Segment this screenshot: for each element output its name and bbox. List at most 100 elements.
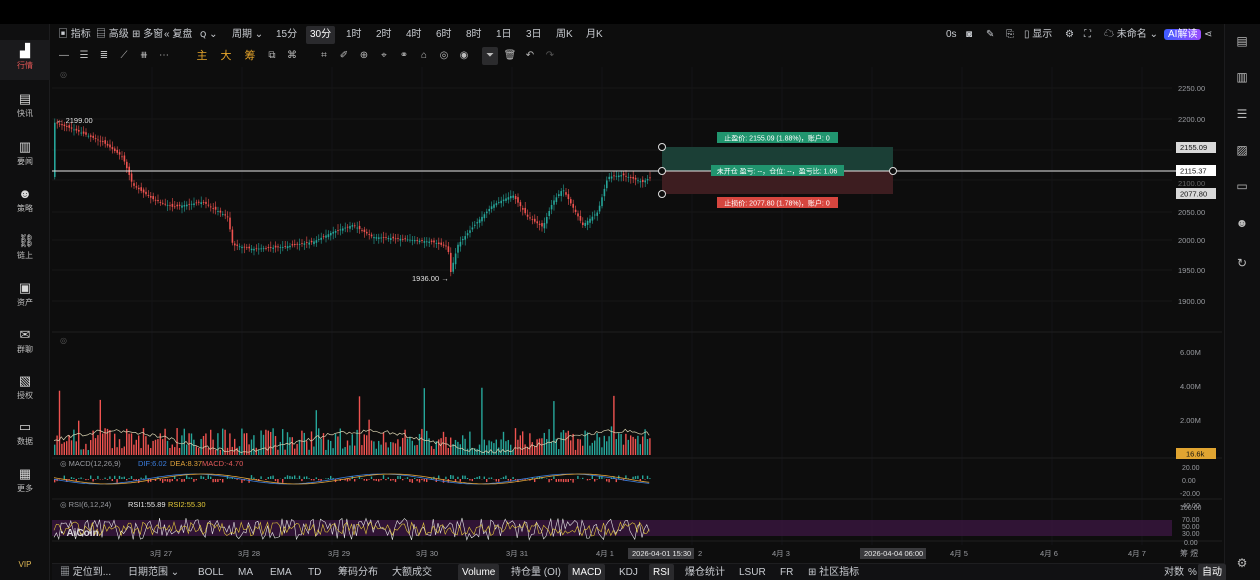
channel-icon[interactable]: ≣: [99, 50, 109, 61]
orderbook-icon[interactable]: ▥: [1236, 70, 1248, 84]
indicator-ma[interactable]: MA: [238, 567, 253, 578]
indicator-boll[interactable]: BOLL: [198, 567, 224, 578]
edit-icon[interactable]: ✎: [986, 29, 995, 40]
redo-icon[interactable]: ↷: [545, 50, 555, 61]
eye-icon[interactable]: ◎: [439, 50, 449, 61]
card-icon[interactable]: ▭: [1236, 179, 1248, 193]
replay-button[interactable]: « 复盘: [164, 26, 192, 44]
date-range-button[interactable]: 日期范围 ⌄: [128, 564, 179, 580]
more-icon[interactable]: ⋯: [159, 50, 169, 61]
indicator-macd[interactable]: MACD: [568, 564, 606, 580]
sidebar-item-headlines[interactable]: ▥ 要闻: [0, 136, 50, 176]
community-indicators-button[interactable]: ⊞ 社区指标: [808, 564, 859, 580]
indicator-open-interest[interactable]: 持仓量 (OI): [511, 567, 561, 578]
undo-icon[interactable]: ↶: [525, 50, 535, 61]
indicator-large-trades[interactable]: 大额成交: [392, 567, 432, 578]
sidebar-item-more[interactable]: ▦ 更多: [0, 463, 50, 503]
sidebar-item-assets[interactable]: ▣ 资产: [0, 277, 50, 317]
timeframe-6h[interactable]: 6时: [436, 29, 452, 40]
sidebar-item-data[interactable]: ▭ 数据: [0, 416, 50, 456]
pane-settings-icon[interactable]: ◎: [60, 336, 67, 345]
brush-icon[interactable]: ⌖: [381, 50, 387, 61]
settings-icon[interactable]: ⚙: [1236, 556, 1248, 570]
trend-line-icon[interactable]: ⟋: [120, 50, 128, 61]
auto-scale-button[interactable]: 自动: [1198, 564, 1226, 580]
range-end-handle[interactable]: [889, 167, 897, 175]
fullscreen-icon[interactable]: ⛶: [1084, 29, 1091, 40]
layout-name-button[interactable]: ☁ 未命名 ⌄: [1104, 26, 1158, 44]
timeframe-15m[interactable]: 15分: [276, 29, 298, 40]
lock-icon[interactable]: ⌂: [420, 50, 428, 61]
indicator-td[interactable]: TD: [308, 567, 322, 578]
multi-window-button[interactable]: ⊞ 多窗: [132, 26, 163, 44]
chart-line-icon[interactable]: ▨: [1236, 143, 1248, 157]
candlestick-chart[interactable]: 止盈价: 2155.09 (1.88%)，账户: 0 未开仓 盈亏: --，仓位…: [52, 67, 1222, 563]
magnet-icon[interactable]: ⌘: [287, 50, 297, 61]
sidebar-item-market[interactable]: ▟ 行情: [0, 40, 50, 80]
timeframe-3d[interactable]: 3日: [526, 29, 542, 40]
macd-bar: [85, 479, 87, 481]
main-force-button[interactable]: 主: [196, 50, 208, 62]
settings-icon[interactable]: ⚙: [1065, 29, 1074, 40]
sidebar-item-strategy[interactable]: ☻ 策略: [0, 183, 50, 223]
ruler-icon[interactable]: ✐: [339, 50, 349, 61]
timeframe-1mo[interactable]: 月K: [586, 29, 603, 40]
share-icon[interactable]: ⋖: [1204, 29, 1213, 40]
period-button[interactable]: 周期 ⌄: [232, 26, 263, 44]
indicator-lsur[interactable]: LSUR: [739, 567, 766, 578]
vip-badge[interactable]: VIP: [0, 560, 50, 580]
list-icon[interactable]: ☰: [1236, 107, 1248, 121]
large-order-button[interactable]: 大: [220, 50, 232, 62]
timeframe-30m[interactable]: 30分: [306, 26, 336, 44]
indicator-ema[interactable]: EMA: [270, 567, 292, 578]
parallel-lines-icon[interactable]: ☰: [79, 50, 89, 61]
refresh-icon[interactable]: ↻: [1236, 256, 1248, 270]
filter-icon[interactable]: ⏷: [482, 47, 498, 65]
entry-handle[interactable]: [658, 167, 666, 175]
robot-icon[interactable]: ☻: [1235, 216, 1249, 230]
trash-icon[interactable]: 🗑: [503, 50, 517, 61]
sidebar-item-authorize[interactable]: ▧ 授权: [0, 370, 50, 410]
indicator-liquidation[interactable]: 爆仓统计: [685, 567, 725, 578]
chips-button[interactable]: 筹: [244, 50, 256, 62]
fibonacci-icon[interactable]: ⧻: [139, 50, 149, 61]
advanced-button[interactable]: ▤ 高级: [96, 26, 129, 44]
compare-icon[interactable]: ⧉: [268, 50, 276, 61]
document-icon[interactable]: ▤: [1236, 34, 1248, 48]
take-profit-handle[interactable]: [658, 143, 666, 151]
timeframe-1h[interactable]: 1时: [346, 29, 362, 40]
chart-style-button[interactable]: ꞯ ⌄: [200, 26, 218, 44]
indicator-fr[interactable]: FR: [780, 567, 794, 578]
indicator-volume[interactable]: Volume: [458, 564, 500, 580]
timeframe-4h[interactable]: 4时: [406, 29, 422, 40]
horizontal-line-icon[interactable]: —: [59, 50, 69, 61]
visibility-icon[interactable]: ◉: [459, 50, 469, 61]
camera-icon[interactable]: ◙: [966, 29, 973, 40]
indicator-rsi[interactable]: RSI: [649, 564, 674, 580]
timeframe-1w[interactable]: 周K: [556, 29, 573, 40]
timeframe-8h[interactable]: 8时: [466, 29, 482, 40]
chart-area[interactable]: 止盈价: 2155.09 (1.88%)，账户: 0 未开仓 盈亏: --，仓位…: [52, 67, 1222, 563]
zoom-icon[interactable]: ⊕: [359, 50, 369, 61]
indicators-button[interactable]: ▣ 指标: [58, 26, 91, 44]
pane-settings-icon[interactable]: ◎: [60, 70, 67, 79]
candle-body: [608, 176, 610, 180]
crop-icon[interactable]: ⌗: [321, 50, 327, 61]
timeframe-1d[interactable]: 1日: [496, 29, 512, 40]
percent-button[interactable]: %: [1188, 567, 1197, 578]
indicator-kdj[interactable]: KDJ: [619, 567, 638, 578]
locate-button[interactable]: ▦ 定位到...: [60, 564, 111, 580]
indicator-chip-distribution[interactable]: 筹码分布: [338, 567, 378, 578]
ai-analysis-button[interactable]: AI解读: [1164, 27, 1202, 43]
log-scale-button[interactable]: 对数: [1164, 567, 1184, 578]
stop-loss-handle[interactable]: [658, 190, 666, 198]
timeframe-2h[interactable]: 2时: [376, 29, 392, 40]
sidebar-item-onchain[interactable]: ⛓ 链上: [0, 230, 50, 270]
sidebar-item-news[interactable]: ▤ 快讯: [0, 88, 50, 128]
window-icon[interactable]: ⎘: [1006, 29, 1014, 40]
link-icon[interactable]: ⚭: [399, 50, 409, 61]
sidebar-item-groupchat[interactable]: ✉ 群聊: [0, 324, 50, 364]
candle-body: [126, 161, 128, 169]
display-button[interactable]: ▯ 显示: [1024, 26, 1052, 44]
volume-bar: [270, 431, 272, 455]
